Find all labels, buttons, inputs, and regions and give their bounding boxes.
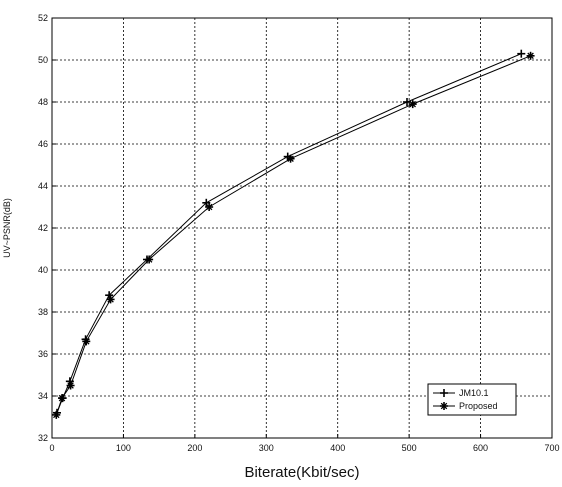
data-point-proposed-8: [408, 100, 417, 109]
data-point-jm10-1-6: [202, 198, 211, 207]
series-line-proposed: [55, 55, 531, 416]
x-tick-label-0: 0: [49, 443, 54, 453]
legend-marker-jm10-1: [440, 389, 448, 397]
y-tick-label-52: 52: [38, 13, 48, 23]
y-tick-label-32: 32: [38, 433, 48, 443]
y-tick-label-42: 42: [38, 223, 48, 233]
data-point-proposed-0: [52, 410, 61, 419]
y-tick-label-36: 36: [38, 349, 48, 359]
legend-marker-symbol-proposed: [440, 402, 448, 410]
legend-marker-symbol-jm10-1: [440, 389, 448, 397]
x-tick-label-200: 200: [187, 443, 202, 453]
data-point-proposed-9: [526, 51, 535, 60]
data-point-proposed-2: [66, 381, 75, 390]
data-point-proposed-7: [286, 154, 295, 163]
legend-label-proposed: Proposed: [459, 401, 498, 411]
y-tick-label-44: 44: [38, 181, 48, 191]
y-tick-label-50: 50: [38, 55, 48, 65]
series-line-jm10-1: [56, 53, 522, 413]
y-tick-labels: 32 34 36 38 40 42 44 46 48 50 52: [38, 13, 56, 443]
y-tick-label-38: 38: [38, 307, 48, 317]
data-point-proposed-6: [205, 203, 214, 211]
y-tick-label-48: 48: [38, 97, 48, 107]
data-point-proposed-5: [145, 255, 154, 264]
data-point-proposed-4: [106, 295, 115, 304]
y-tick-label-34: 34: [38, 391, 48, 401]
y-tick-label-46: 46: [38, 139, 48, 149]
x-tick-label-300: 300: [259, 443, 274, 453]
data-point-jm10-1-9: [517, 49, 526, 58]
legend-label-jm10-1: JM10.1: [459, 388, 489, 398]
grid-lines: [52, 18, 552, 438]
legend: JM10.1 Proposed: [427, 383, 517, 416]
data-point-proposed-3: [82, 337, 91, 346]
x-tick-label-600: 600: [473, 443, 488, 453]
y-axis-label: UV~PSNR(dB): [2, 198, 12, 258]
data-point-jm10-1-8: [403, 98, 411, 106]
legend-box: [427, 383, 517, 416]
data-point-proposed-1: [58, 394, 66, 403]
legend-marker-proposed: [440, 402, 448, 410]
x-axis-label: Biterate(Kbit/sec): [244, 464, 359, 481]
series-lines: [52, 49, 535, 419]
x-tick-label-400: 400: [330, 443, 345, 453]
x-tick-label-100: 100: [116, 443, 131, 453]
y-tick-label-40: 40: [38, 265, 48, 275]
x-tick-label-500: 500: [402, 443, 417, 453]
x-tick-labels: 0 100 200 300 400 500 600 700: [49, 434, 560, 453]
x-tick-label-700: 700: [544, 443, 559, 453]
